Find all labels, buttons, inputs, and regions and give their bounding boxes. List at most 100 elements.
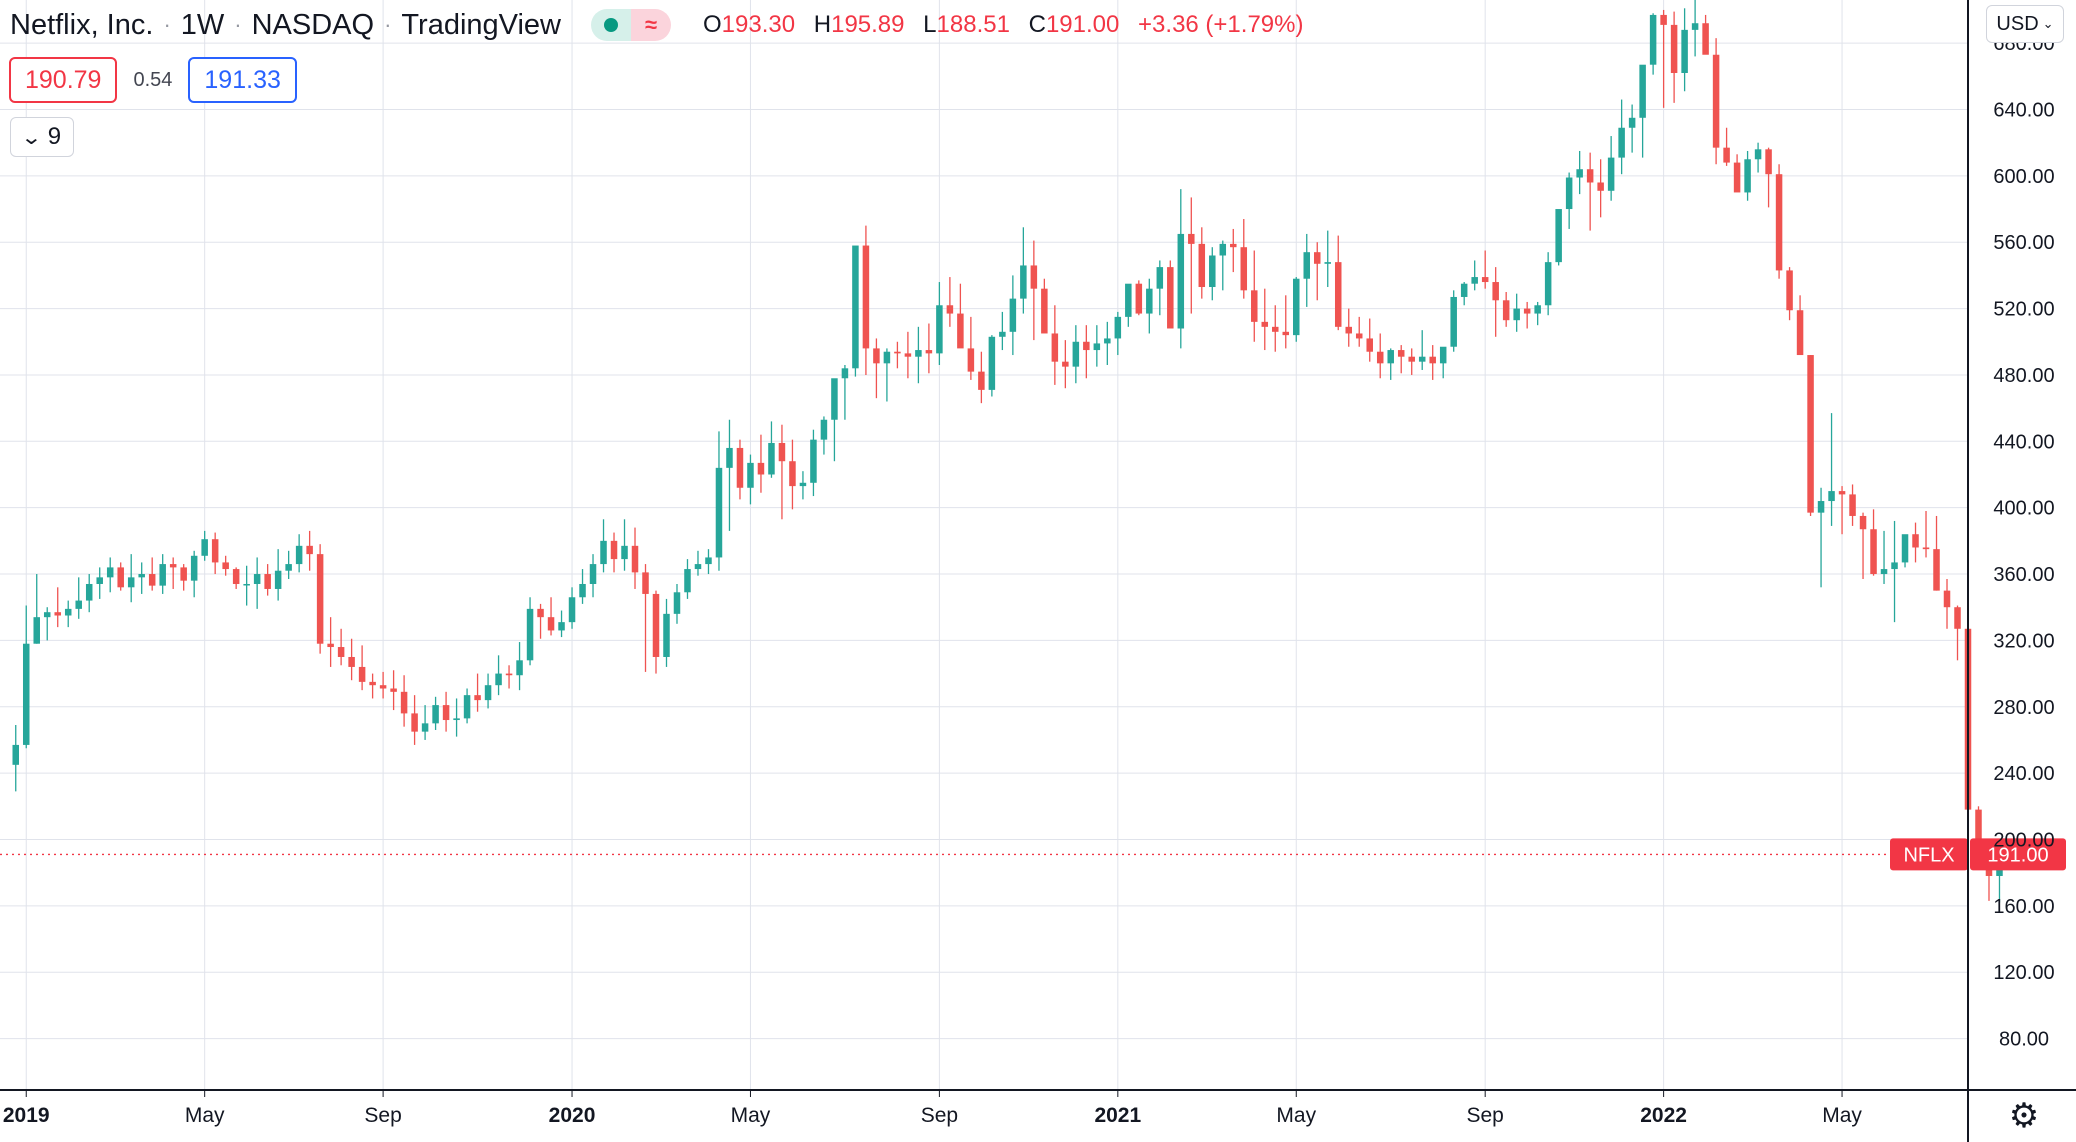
candle-body (337, 647, 345, 657)
quote-panel: 190.79 0.54 191.33 (9, 57, 297, 103)
candle-body (442, 705, 450, 721)
last-price-tag-bg (1970, 838, 2066, 871)
candle-body (1072, 341, 1080, 367)
candle-body (1565, 177, 1573, 210)
indicators-toggle-button[interactable]: ⌄ 9 (10, 117, 74, 157)
candle-body (862, 245, 870, 349)
candle-body (946, 305, 954, 314)
candle-body (904, 353, 912, 357)
symbol-tag-label: NFLX (1903, 844, 1954, 866)
candle-body (148, 574, 156, 586)
candle-body (1324, 262, 1331, 264)
y-tick-label: 480.00 (1993, 365, 2054, 387)
candle-body (1901, 534, 1909, 563)
candle-body (894, 351, 901, 354)
candle-body (232, 569, 240, 584)
ask-price: 191.33 (204, 65, 281, 94)
candle-body (1681, 29, 1688, 73)
candle-body (1334, 262, 1342, 327)
candle-body (1471, 277, 1478, 284)
candle-body (505, 673, 513, 676)
y-tick-label: 440.00 (1993, 431, 2054, 453)
candle-body (1093, 343, 1101, 351)
close-value: 191.00 (1045, 11, 1120, 38)
candle-body (883, 351, 891, 364)
candle-body (1639, 64, 1646, 118)
candle-body (1366, 338, 1373, 352)
candle-body (1397, 350, 1405, 357)
candle-body (253, 574, 261, 584)
market-status-icon[interactable] (591, 9, 631, 41)
candle-body (684, 569, 691, 593)
symbol-tag-bg (1890, 838, 1968, 871)
sell-button[interactable]: 190.79 (9, 57, 118, 103)
candle-body (1502, 300, 1510, 321)
candle-body (54, 612, 61, 616)
candle-body (33, 617, 40, 644)
candle-body (1376, 351, 1384, 364)
candle-body (316, 554, 324, 644)
candle-body (243, 583, 250, 586)
candle-body (1051, 333, 1059, 362)
candle-body (663, 613, 670, 657)
x-tick-label: 2020 (549, 1104, 596, 1127)
candle-body (1660, 14, 1667, 25)
buy-button[interactable]: 191.33 (188, 57, 297, 103)
y-tick-label: 200.00 (1993, 829, 2054, 851)
candle-body (484, 685, 492, 701)
low-value: 188.51 (936, 11, 1010, 38)
candle-body (138, 574, 145, 578)
candle-body (1586, 169, 1594, 183)
wave-icon[interactable]: ≈ (631, 9, 671, 41)
candle-body (610, 540, 618, 560)
candle-body (1544, 262, 1552, 306)
candle-body (463, 695, 471, 719)
y-tick-label: 80.00 (1999, 1029, 2049, 1051)
candle-body (789, 461, 796, 487)
candle-body (600, 540, 607, 565)
candle-body (1439, 346, 1447, 364)
candle-body (432, 705, 439, 724)
candle-body (169, 564, 177, 568)
candle-body (285, 564, 292, 571)
candle-body (747, 462, 754, 488)
candle-body (1975, 809, 1982, 853)
candle-body (820, 419, 828, 440)
x-tick-label: Sep (364, 1104, 401, 1127)
candle-body (1009, 298, 1017, 332)
candle-body (925, 350, 933, 354)
candle-body (1303, 252, 1311, 279)
gear-icon[interactable]: ⚙ (2008, 1097, 2040, 1135)
candle-body (1576, 169, 1583, 178)
candle-body (1765, 149, 1772, 175)
status-pill[interactable]: ≈ (591, 9, 671, 41)
low-key: L (923, 11, 937, 38)
bid-price: 190.79 (25, 65, 102, 94)
candle-body (1135, 283, 1143, 314)
candle-body (652, 593, 660, 657)
candle-body (715, 467, 723, 558)
candle-body (736, 447, 744, 488)
candle-body (988, 336, 996, 390)
high-key: H (813, 11, 832, 38)
open-key: O (703, 11, 722, 38)
symbol-name[interactable]: Netflix, Inc. (10, 8, 154, 41)
candle-body (1387, 350, 1394, 364)
candle-body (453, 718, 460, 721)
high-value: 195.89 (831, 11, 905, 38)
currency-dropdown[interactable]: USD ⌄ (1986, 5, 2064, 43)
candle-body (568, 597, 576, 623)
candle-body (1156, 267, 1164, 289)
candle-body (1817, 501, 1825, 513)
candle-body (1355, 333, 1363, 339)
candle-body (295, 545, 303, 565)
candle-body (726, 447, 733, 468)
candle-body (852, 245, 859, 369)
interval-label[interactable]: 1W (180, 8, 225, 41)
x-tick-label: 2019 (3, 1104, 50, 1127)
candle-body (1251, 290, 1258, 322)
x-tick-label: May (1822, 1104, 1862, 1127)
candle-body (957, 313, 964, 349)
